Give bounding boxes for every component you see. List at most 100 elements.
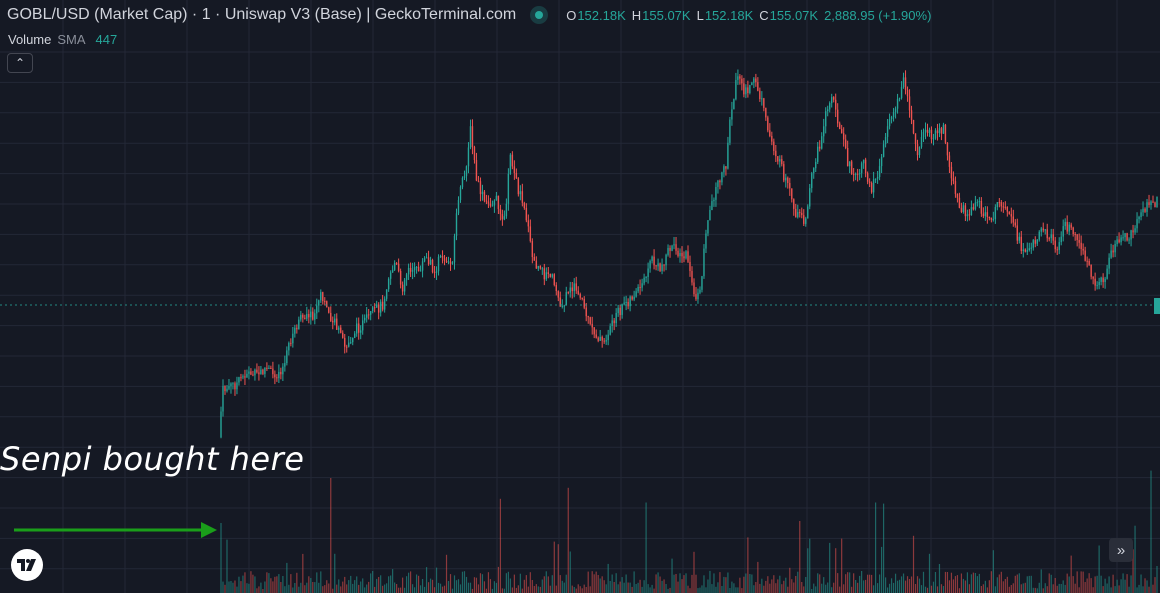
volume-bar xyxy=(553,541,555,593)
candle-body xyxy=(497,195,500,209)
volume-bar xyxy=(483,581,486,593)
candle-body xyxy=(495,195,498,201)
scroll-to-realtime-button[interactable]: » xyxy=(1109,538,1133,562)
volume-bar xyxy=(793,582,795,593)
candle-body xyxy=(555,285,557,291)
volume-bar xyxy=(577,584,579,593)
volume-bar xyxy=(525,575,527,593)
candle-body xyxy=(579,294,581,298)
candle-body xyxy=(974,202,977,210)
volume-bar xyxy=(318,582,320,593)
candle-body xyxy=(834,99,837,110)
volume-bar xyxy=(597,575,599,593)
candle-body xyxy=(777,156,779,162)
volume-bar xyxy=(360,581,362,593)
volume-bar xyxy=(278,574,280,593)
candle-body xyxy=(685,251,687,259)
candle-body xyxy=(575,283,577,291)
volume-bar xyxy=(382,585,384,593)
candle-body xyxy=(619,307,621,315)
candle-body xyxy=(1122,237,1124,239)
volume-bar xyxy=(641,586,643,593)
volume-bar xyxy=(1026,576,1028,593)
volume-bar xyxy=(537,586,539,593)
volume-bar xyxy=(896,580,899,593)
volume-bar xyxy=(1066,573,1068,593)
candle-body xyxy=(491,205,494,207)
volume-bar xyxy=(1056,585,1058,593)
candle-body xyxy=(876,177,879,179)
volume-bar xyxy=(471,588,474,593)
volume-bar xyxy=(465,576,468,593)
volume-bar xyxy=(342,581,344,593)
candle-body xyxy=(585,307,587,317)
candle-body xyxy=(517,178,520,195)
volume-bar xyxy=(408,572,410,593)
candle-body xyxy=(838,123,841,129)
candle-body xyxy=(960,207,963,212)
tradingview-logo-icon xyxy=(17,559,36,571)
tradingview-logo[interactable] xyxy=(11,549,43,581)
volume-bar xyxy=(964,580,967,593)
volume-bar xyxy=(687,585,689,593)
candle-body xyxy=(521,191,524,203)
candle-body xyxy=(980,201,983,214)
volume-bar xyxy=(859,575,861,593)
candle-body xyxy=(813,168,815,174)
candle-body xyxy=(952,178,955,182)
candle-body xyxy=(852,174,855,176)
candle-body xyxy=(1036,239,1038,244)
candle-body xyxy=(1076,234,1078,240)
candle-body xyxy=(653,256,655,266)
volume-bar xyxy=(817,573,819,593)
candle-body xyxy=(1132,230,1134,233)
candle-body xyxy=(278,371,280,379)
candle-body xyxy=(276,377,278,379)
candle-body xyxy=(306,314,308,319)
volume-bar xyxy=(489,579,492,593)
candle-body xyxy=(938,128,941,134)
volume-bar xyxy=(761,578,763,593)
symbol-title[interactable]: GOBL/USD (Market Cap) · 1 · Uniswap V3 (… xyxy=(7,6,517,23)
candle-body xyxy=(547,272,549,274)
volume-bar xyxy=(431,579,434,593)
candle-body xyxy=(1118,239,1120,243)
candle-body xyxy=(831,97,833,104)
volume-bar xyxy=(990,571,992,593)
candle-body xyxy=(423,258,426,262)
candle-body xyxy=(256,369,258,373)
candle-body xyxy=(1000,202,1003,207)
candle-body xyxy=(543,268,546,280)
candle-body xyxy=(621,304,623,315)
volume-bar xyxy=(517,585,519,593)
volume-bar xyxy=(254,576,256,593)
volume-bar xyxy=(779,575,781,593)
candle-body xyxy=(940,128,943,134)
candle-body xyxy=(280,371,282,375)
volume-bar xyxy=(1046,586,1048,593)
volume-bar xyxy=(960,573,963,593)
volume-bar xyxy=(290,574,292,593)
candle-body xyxy=(665,254,667,266)
volume-bar xyxy=(449,574,452,593)
volume-bar xyxy=(944,571,947,593)
collapse-legend-button[interactable]: ⌃ xyxy=(7,53,33,73)
volume-bar xyxy=(491,588,494,593)
candle-body xyxy=(701,276,703,290)
candle-body xyxy=(1074,234,1076,235)
volume-bar xyxy=(565,574,567,593)
volume-bar xyxy=(805,577,807,593)
candle-body xyxy=(421,261,424,271)
volume-label[interactable]: Volume xyxy=(8,32,52,47)
candle-body xyxy=(1050,234,1052,239)
candle-body xyxy=(687,251,689,262)
candle-body xyxy=(1072,227,1074,234)
volume-bar xyxy=(330,478,332,593)
candle-body xyxy=(509,154,512,174)
volume-bar xyxy=(1126,574,1128,593)
candle-body xyxy=(936,130,939,134)
volume-bar xyxy=(992,550,994,593)
candle-body xyxy=(338,327,340,330)
candle-body xyxy=(515,173,518,179)
